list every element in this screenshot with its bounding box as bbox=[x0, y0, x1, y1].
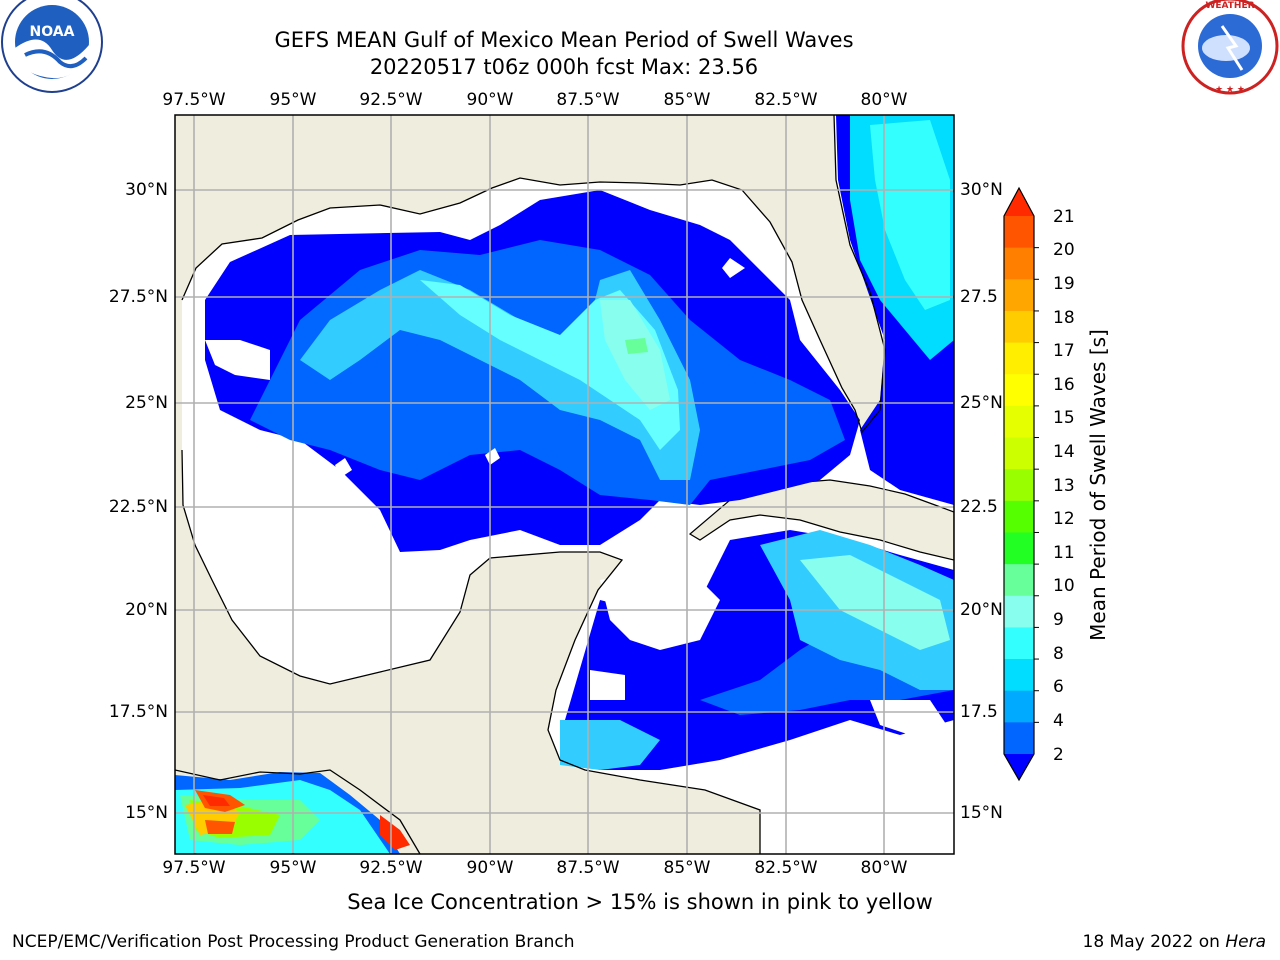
lat-tick-left: 20°N bbox=[125, 600, 168, 620]
colorbar-extend-bottom bbox=[1004, 754, 1034, 780]
colorbar-label: 17 bbox=[1053, 341, 1075, 361]
lon-tick-top: 90°W bbox=[466, 90, 514, 110]
swell-field bbox=[175, 115, 954, 854]
svg-text:NOAA: NOAA bbox=[30, 24, 75, 40]
footer-credit: NCEP/EMC/Verification Post Processing Pr… bbox=[12, 932, 575, 952]
gridlines bbox=[175, 115, 954, 854]
colorbar-title: Mean Period of Swell Waves [s] bbox=[1086, 329, 1110, 641]
nws-logo: WEATHER ★ ★ ★ bbox=[1181, 0, 1279, 95]
chart-subtitle: 20220517 t06z 000h fcst Max: 23.56 bbox=[369, 55, 759, 79]
sea-ice-note: Sea Ice Concentration > 15% is shown in … bbox=[347, 890, 933, 914]
colorbar-label: 9 bbox=[1053, 610, 1064, 630]
lon-tick-bottom: 82.5°W bbox=[754, 858, 818, 878]
lat-tick-right: 30°N bbox=[960, 180, 1003, 200]
colorbar-band bbox=[1004, 216, 1034, 249]
colorbar-label: 2 bbox=[1053, 745, 1064, 765]
lat-tick-right: 17.5 bbox=[960, 702, 998, 722]
colorbar-band bbox=[1004, 627, 1034, 660]
lat-tick-right: 25°N bbox=[960, 393, 1003, 413]
svg-text:★ ★ ★: ★ ★ ★ bbox=[1215, 85, 1245, 95]
lon-tick-bottom: 90°W bbox=[466, 858, 514, 878]
lon-tick-top: 92.5°W bbox=[359, 90, 423, 110]
colorbar-label: 13 bbox=[1053, 476, 1075, 496]
lat-tick-left: 25°N bbox=[125, 393, 168, 413]
lat-tick-right: 22.5 bbox=[960, 497, 998, 517]
lon-tick-top: 97.5°W bbox=[162, 90, 226, 110]
lon-tick-top: 80°W bbox=[860, 90, 908, 110]
colorbar-label: 15 bbox=[1053, 408, 1075, 428]
footer-date-text: 18 May 2022 on bbox=[1082, 932, 1226, 952]
svg-text:WEATHER: WEATHER bbox=[1205, 1, 1254, 11]
lon-tick-top: 85°W bbox=[663, 90, 711, 110]
lat-tick-left: 30°N bbox=[125, 180, 168, 200]
colorbar-band bbox=[1004, 342, 1034, 375]
lon-tick-bottom: 85°W bbox=[663, 858, 711, 878]
footer-date: 18 May 2022 on Hera bbox=[1083, 932, 1267, 952]
colorbar-label: 10 bbox=[1053, 576, 1075, 596]
colorbar-label: 4 bbox=[1053, 711, 1064, 731]
colorbar-band bbox=[1004, 247, 1034, 280]
colorbar bbox=[1003, 186, 1039, 782]
lon-tick-bottom: 87.5°W bbox=[556, 858, 620, 878]
lon-tick-top: 82.5°W bbox=[754, 90, 818, 110]
colorbar-band bbox=[1004, 690, 1034, 723]
colorbar-outline bbox=[1003, 186, 1035, 782]
lat-tick-left: 27.5°N bbox=[108, 287, 168, 307]
colorbar-label: 21 bbox=[1053, 207, 1075, 227]
colorbar-band bbox=[1004, 374, 1034, 407]
colorbar-band bbox=[1004, 405, 1034, 439]
lat-tick-left: 15°N bbox=[125, 803, 168, 823]
colorbar-label: 14 bbox=[1053, 442, 1075, 462]
noaa-logo: NOAA bbox=[1, 0, 103, 93]
colorbar-band bbox=[1004, 564, 1034, 597]
colorbar-label: 8 bbox=[1053, 644, 1064, 664]
coastlines bbox=[175, 115, 886, 854]
colorbar-label: 18 bbox=[1053, 308, 1075, 328]
colorbar-label: 6 bbox=[1053, 677, 1064, 697]
chart-title: GEFS MEAN Gulf of Mexico Mean Period of … bbox=[274, 28, 854, 52]
lat-tick-left: 17.5°N bbox=[108, 702, 168, 722]
lat-tick-right: 15°N bbox=[960, 803, 1003, 823]
colorbar-label: 16 bbox=[1053, 375, 1075, 395]
lon-tick-bottom: 95°W bbox=[269, 858, 317, 878]
lon-tick-bottom: 92.5°W bbox=[359, 858, 423, 878]
colorbar-band bbox=[1004, 722, 1034, 755]
colorbar-label: 12 bbox=[1053, 509, 1075, 529]
lat-tick-left: 22.5°N bbox=[108, 497, 168, 517]
colorbar-band bbox=[1004, 532, 1034, 565]
colorbar-band bbox=[1004, 469, 1034, 502]
colorbar-band bbox=[1004, 595, 1034, 628]
lon-tick-bottom: 97.5°W bbox=[162, 858, 226, 878]
colorbar-label: 11 bbox=[1053, 543, 1075, 563]
map-frame bbox=[174, 114, 955, 855]
colorbar-band bbox=[1004, 310, 1034, 344]
colorbar-band bbox=[1004, 279, 1034, 312]
colorbar-extend-top bbox=[1004, 188, 1034, 216]
lon-tick-top: 87.5°W bbox=[556, 90, 620, 110]
colorbar-label: 19 bbox=[1053, 274, 1075, 294]
lat-tick-right: 27.5 bbox=[960, 287, 998, 307]
lon-tick-top: 95°W bbox=[269, 90, 317, 110]
colorbar-band bbox=[1004, 659, 1034, 692]
colorbar-label: 20 bbox=[1053, 240, 1075, 260]
lon-tick-bottom: 80°W bbox=[860, 858, 908, 878]
lat-tick-right: 20°N bbox=[960, 600, 1003, 620]
colorbar-band bbox=[1004, 437, 1034, 470]
footer-host: Hera bbox=[1225, 932, 1266, 952]
colorbar-band bbox=[1004, 500, 1034, 533]
